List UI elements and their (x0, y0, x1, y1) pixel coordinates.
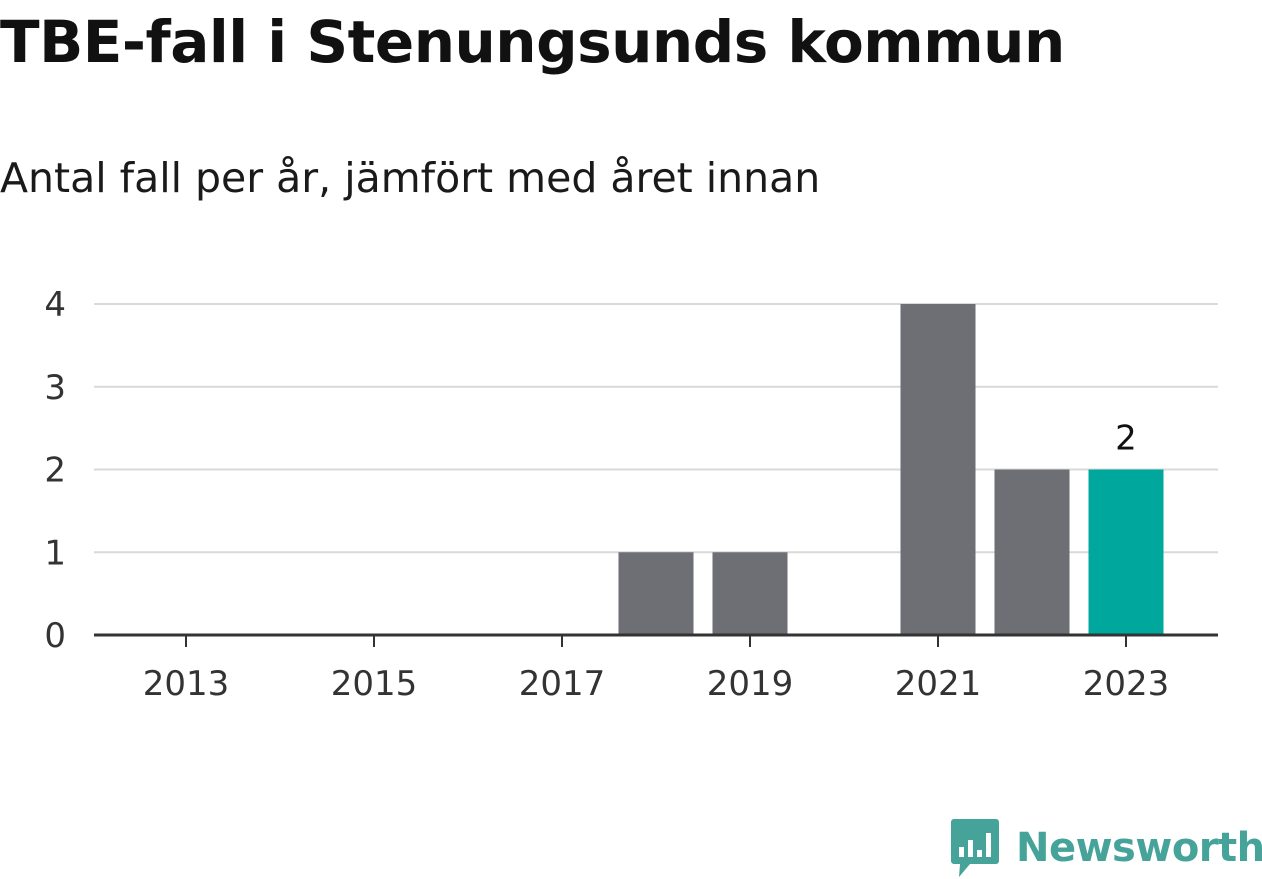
y-tick-label: 2 (44, 451, 66, 491)
y-axis-ticks: 0 1 2 3 4 (44, 285, 66, 656)
bar-2018 (618, 552, 694, 635)
bar-2021 (900, 304, 976, 635)
x-axis-ticks: 2013 2015 2017 2019 2021 2023 (143, 635, 1170, 704)
x-tick-label: 2021 (895, 664, 982, 704)
y-tick-label: 3 (44, 368, 66, 408)
y-tick-label: 0 (44, 616, 66, 656)
bars (618, 304, 1164, 635)
x-tick-label: 2019 (707, 664, 794, 704)
bar-2019 (712, 552, 788, 635)
x-tick-label: 2017 (519, 664, 606, 704)
bar-2022 (994, 469, 1070, 635)
x-tick-label: 2013 (143, 664, 230, 704)
chart-subtitle: Antal fall per år, jämfört med året inna… (0, 154, 821, 202)
y-tick-label: 1 (44, 533, 66, 573)
data-labels: 2 (1115, 419, 1137, 459)
newsworthy-logo: Newsworthy (950, 817, 1262, 879)
y-tick-label: 4 (44, 285, 66, 325)
bar-2023 (1088, 469, 1164, 635)
chart-title: TBE-fall i Stenungsunds kommun (0, 8, 1065, 76)
x-tick-label: 2023 (1083, 664, 1170, 704)
x-tick-label: 2015 (331, 664, 418, 704)
data-label: 2 (1115, 419, 1137, 459)
brand-name: Newsworthy (1016, 825, 1262, 871)
newsworthy-logo-icon (951, 819, 999, 877)
